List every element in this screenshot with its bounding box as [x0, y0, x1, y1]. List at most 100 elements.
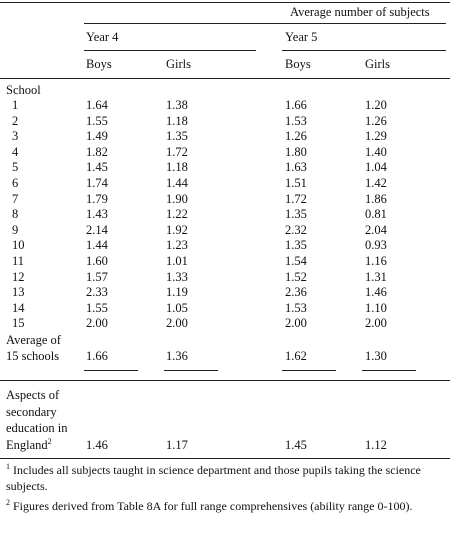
cell: 1.42 — [365, 176, 387, 190]
column-header: Girls — [365, 57, 390, 71]
school-number: 2 — [12, 113, 19, 128]
footnote-marker: 2 — [6, 498, 10, 507]
cell: 1.44 — [166, 176, 188, 190]
footnote-text: Includes all subjects taught in science … — [6, 463, 421, 493]
rule — [362, 370, 416, 371]
school-number: 7 — [12, 191, 19, 206]
cell: 1.22 — [166, 207, 188, 222]
rule — [0, 380, 450, 381]
cell: 1.23 — [166, 238, 188, 253]
cell: 1.90 — [166, 191, 188, 206]
cell: 1.79 — [86, 191, 108, 206]
cell: 1.80 — [285, 144, 307, 159]
cell: 1.62 — [285, 349, 307, 363]
cell: 0.81 — [365, 207, 387, 222]
cell: 2.36 — [285, 285, 307, 300]
cell: 1.30 — [365, 349, 387, 363]
footnote: 2 Figures derived from Table 8A for full… — [6, 498, 442, 514]
table-title: Average number of subjects — [290, 5, 430, 19]
footnote-text: Figures derived from Table 8A for full r… — [10, 499, 413, 513]
rule — [282, 370, 336, 371]
cell: 1.18 — [166, 113, 188, 128]
group-header: Year 5 — [285, 30, 318, 44]
cell: 1.46 — [365, 285, 387, 300]
cell: 1.43 — [86, 207, 108, 222]
cell: 1.66 — [86, 349, 108, 363]
cell: 1.04 — [365, 160, 387, 175]
cell: 1.92 — [166, 222, 188, 237]
row-label: Aspects of — [6, 388, 60, 402]
cell: 2.00 — [365, 316, 387, 331]
cell: 1.72 — [285, 191, 307, 206]
cell: 1.35 — [285, 238, 307, 253]
row-header: School — [6, 83, 41, 97]
cell: 1.26 — [285, 129, 307, 144]
cell: 1.53 — [285, 113, 307, 128]
school-number: 9 — [12, 222, 19, 237]
cell: 1.46 — [86, 437, 108, 452]
cell: 1.45 — [285, 437, 307, 452]
cell: 1.49 — [86, 129, 108, 144]
cell: 0.93 — [365, 238, 387, 253]
school-number: 14 — [12, 300, 25, 315]
cell: 1.64 — [86, 98, 108, 112]
cell: 1.44 — [86, 238, 108, 253]
cell: 1.31 — [365, 269, 387, 284]
row-label: education in — [6, 421, 68, 435]
cell: 1.66 — [285, 98, 307, 112]
school-number: 1 — [12, 98, 19, 112]
cell: 1.17 — [166, 437, 188, 452]
rule — [0, 2, 450, 3]
cell: 1.40 — [365, 144, 387, 159]
cell: 1.54 — [285, 254, 307, 268]
column-header: Girls — [166, 57, 191, 71]
cell: 2.32 — [285, 222, 307, 237]
footnote-marker: 1 — [6, 462, 10, 471]
rule — [84, 50, 256, 51]
rule — [0, 78, 450, 79]
cell: 1.63 — [285, 160, 307, 175]
school-number: 4 — [12, 144, 19, 159]
row-label: England2 — [6, 436, 52, 452]
cell: 1.26 — [365, 113, 387, 128]
cell: 1.52 — [285, 269, 307, 284]
cell: 1.60 — [86, 254, 108, 268]
cell: 1.38 — [166, 98, 188, 112]
cell: 1.10 — [365, 300, 387, 315]
cell: 1.01 — [166, 254, 188, 268]
cell: 2.33 — [86, 285, 108, 300]
school-number: 12 — [12, 269, 25, 284]
rule — [84, 23, 446, 24]
rule — [282, 50, 446, 51]
school-number: 3 — [12, 129, 19, 144]
cell: 1.33 — [166, 269, 188, 284]
cell: 1.55 — [86, 113, 108, 128]
footnote-marker: 2 — [47, 436, 52, 446]
cell: 1.35 — [166, 129, 188, 144]
cell: 1.12 — [365, 437, 387, 452]
cell: 1.35 — [285, 207, 307, 222]
cell: 1.45 — [86, 160, 108, 175]
school-number: 8 — [12, 207, 19, 222]
column-header: Boys — [86, 57, 112, 71]
cell: 1.86 — [365, 191, 387, 206]
cell: 1.19 — [166, 285, 188, 300]
cell: 1.51 — [285, 176, 307, 190]
cell: 1.55 — [86, 300, 108, 315]
column-header: Boys — [285, 57, 311, 71]
footnote: 1 Includes all subjects taught in scienc… — [6, 462, 442, 494]
school-number: 15 — [12, 316, 25, 331]
cell: 1.72 — [166, 144, 188, 159]
rule — [164, 370, 218, 371]
group-header: Year 4 — [86, 30, 119, 44]
rule — [0, 458, 450, 459]
cell: 2.04 — [365, 222, 387, 237]
row-label: Average of — [6, 333, 61, 347]
cell: 1.74 — [86, 176, 108, 190]
cell: 1.53 — [285, 300, 307, 315]
row-label: secondary — [6, 404, 57, 419]
school-number: 5 — [12, 160, 19, 175]
cell: 2.00 — [166, 316, 188, 331]
cell: 1.16 — [365, 254, 387, 268]
